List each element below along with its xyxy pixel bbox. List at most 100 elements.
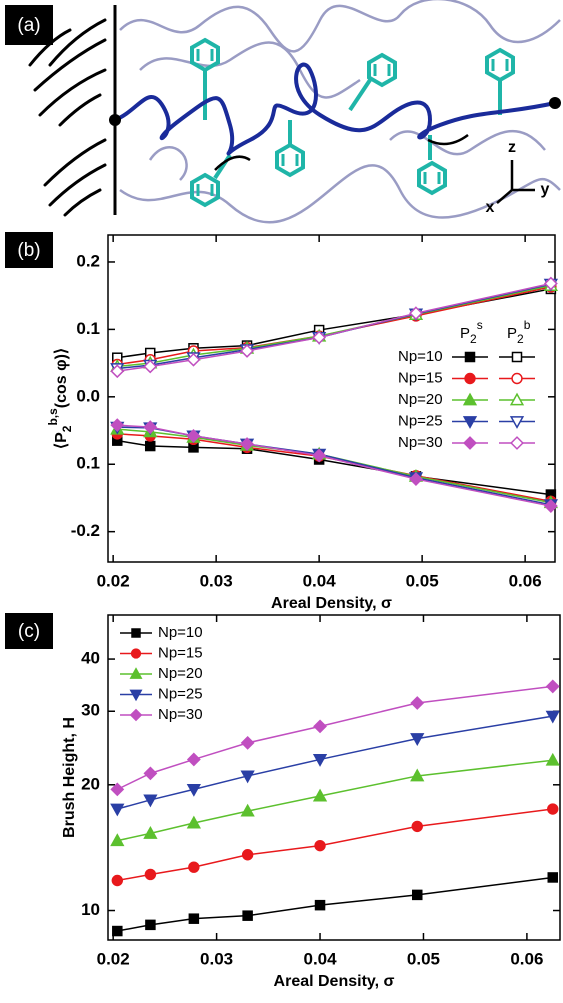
data-marker [241, 849, 254, 861]
x-tick-label: 0.03 [200, 949, 233, 968]
y-tick-label: 10 [81, 900, 100, 919]
plot-frame [107, 614, 561, 941]
phenyl-ring [367, 53, 397, 87]
legend-label: Np=10 [398, 348, 443, 365]
axis-x: x [486, 199, 495, 216]
y-tick-label: 40 [81, 649, 100, 668]
data-marker [412, 889, 423, 901]
series-line [117, 283, 552, 370]
y-axis-label-sup: b,s [46, 408, 60, 426]
data-marker [143, 825, 158, 839]
legend-header: P2b [507, 318, 531, 346]
series-line [117, 424, 552, 507]
legend-marker [464, 372, 476, 385]
data-marker [313, 719, 327, 734]
data-marker [543, 276, 558, 291]
legend-marker [511, 372, 523, 385]
legend-label: Np=20 [158, 665, 203, 682]
data-marker [410, 768, 425, 782]
panel-label-box [5, 232, 53, 268]
chain-end [549, 97, 561, 109]
data-marker [543, 499, 558, 513]
legend-header-main: P [507, 325, 517, 342]
y-tick-label: -0.2 [71, 521, 100, 540]
data-marker [240, 344, 254, 358]
phenyl-ring [275, 143, 305, 177]
legend-label: Np=15 [398, 369, 443, 386]
legend-marker [509, 392, 525, 406]
data-marker [314, 899, 326, 911]
data-marker [110, 833, 125, 847]
x-tick-label: 0.06 [509, 571, 542, 590]
data-marker [110, 782, 125, 797]
data-marker [186, 752, 201, 767]
axis-y: y [541, 181, 550, 198]
series-line [117, 439, 551, 496]
series-line [117, 759, 553, 842]
data-marker [545, 710, 560, 724]
legend-marker [463, 436, 477, 450]
data-marker [242, 910, 253, 921]
x-tick-label: 0.03 [200, 571, 233, 590]
chart-panel: (c) 0.02 0.03 0.04 0.05 0.06 10 20 30 40 Areal Den… [5, 613, 561, 990]
x-tick-label: 0.02 [97, 949, 130, 968]
data-marker [545, 679, 560, 694]
legend-label: Np=30 [398, 434, 443, 451]
legend-header-sup: s [477, 318, 483, 332]
data-marker [409, 306, 423, 321]
series-line [117, 808, 553, 882]
legend-header-main: P [460, 325, 470, 342]
legend-label: Np=25 [398, 412, 443, 429]
plot-frame [107, 234, 556, 563]
rotation-arrow [427, 133, 469, 146]
data-marker [143, 359, 158, 374]
legend-marker [511, 351, 523, 363]
data-marker [240, 770, 255, 784]
y-axis-label-main: ⟨P [53, 432, 70, 449]
data-marker [240, 735, 255, 750]
legend-label: Np=15 [158, 644, 203, 661]
legend-marker [129, 708, 143, 722]
side-stems [203, 70, 502, 180]
x-tick-label: 0.05 [407, 949, 440, 968]
legend-marker [129, 667, 143, 679]
data-marker [411, 820, 423, 833]
legend-marker [464, 351, 476, 363]
y-axis-label-rest: (cos φ)⟩ [53, 348, 70, 408]
y-tick-label: 0.2 [76, 251, 100, 270]
axes-icon [496, 160, 535, 204]
data-marker [186, 815, 201, 829]
data-marker [240, 803, 255, 817]
legend-label: Np=25 [158, 685, 203, 702]
y-tick-label: 30 [81, 701, 100, 720]
phenyl-ring [485, 48, 515, 82]
y-axis-label-sub: 2 [60, 425, 74, 432]
x-axis-label: Areal Density, σ [271, 595, 392, 612]
anchor [109, 114, 121, 126]
panel-label: (a) [17, 15, 40, 36]
data-marker [312, 754, 328, 767]
data-marker [547, 872, 559, 883]
data-marker [186, 429, 201, 443]
data-marker [110, 364, 125, 379]
data-marker [410, 696, 425, 710]
legend-marker [130, 648, 142, 659]
data-marker [143, 766, 158, 781]
data-marker [144, 440, 156, 452]
panel-label: (c) [18, 621, 40, 642]
data-marker [312, 330, 327, 345]
data-marker [112, 925, 123, 937]
data-marker [545, 752, 560, 766]
legend-label: Np=20 [398, 391, 443, 408]
y-tick-label: 20 [81, 774, 100, 793]
panel-a-diagram: (a) z [5, 0, 561, 224]
legend-marker [129, 689, 143, 702]
data-marker [111, 874, 124, 887]
data-marker [547, 803, 559, 815]
data-marker [314, 839, 326, 852]
y-axis-label: Brush Height, H [61, 717, 78, 838]
legend-label: Np=10 [158, 624, 203, 641]
legend-marker [510, 436, 524, 450]
legend-marker [509, 416, 525, 429]
